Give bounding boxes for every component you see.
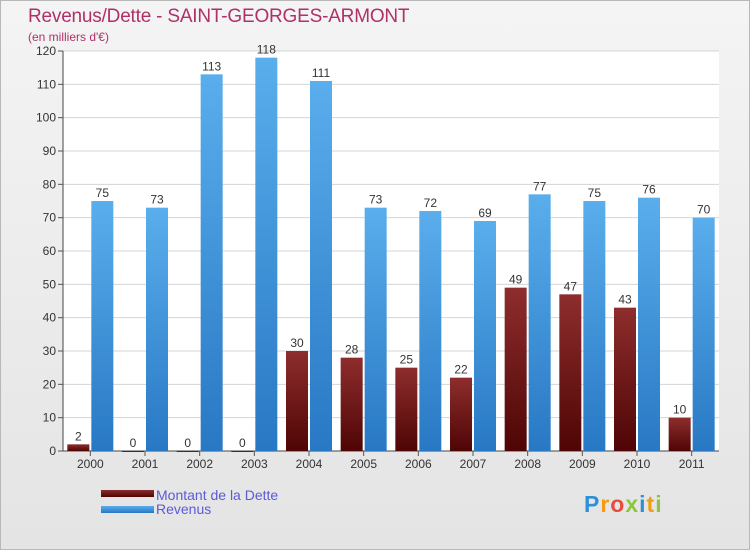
- proxiti-logo: Proxiti: [584, 491, 663, 518]
- legend-swatch-dette: [101, 490, 154, 497]
- x-tick-label-2000: 2000: [77, 457, 104, 471]
- x-tick-label-2006: 2006: [405, 457, 432, 471]
- y-tick-label: 20: [43, 377, 57, 391]
- bar-dette-2000: [67, 444, 90, 451]
- x-tick-label-2007: 2007: [460, 457, 487, 471]
- bar-revenus-2008: [528, 194, 551, 452]
- y-tick-label: 50: [43, 277, 57, 291]
- bar-revenus-2004: [310, 81, 332, 451]
- y-tick-label: 90: [43, 144, 57, 158]
- y-tick-label: 110: [37, 77, 56, 91]
- logo-letter: i: [639, 491, 647, 517]
- data-label-revenus-2002: 113: [202, 59, 221, 73]
- logo-letter: r: [600, 491, 611, 517]
- logo-letter: i: [655, 491, 663, 517]
- data-label-dette-2000: 2: [75, 429, 82, 443]
- data-label-dette-2008: 49: [509, 273, 523, 287]
- x-tick-label-2011: 2011: [679, 457, 705, 471]
- logo-letter: t: [646, 491, 656, 517]
- bar-revenus-2003: [255, 57, 278, 452]
- x-tick-label-2004: 2004: [296, 457, 323, 471]
- bar-dette-2004: [286, 351, 308, 451]
- y-tick-label: 100: [36, 111, 56, 125]
- x-tick-label-2010: 2010: [624, 457, 651, 471]
- bar-dette-2008: [504, 287, 527, 451]
- legend-swatch-revenus: [101, 506, 154, 513]
- bar-revenus-2011: [692, 217, 715, 451]
- legend-label-revenus: Revenus: [156, 501, 212, 517]
- bar-revenus-2009: [583, 201, 606, 451]
- y-tick-label: 70: [43, 211, 57, 225]
- data-label-revenus-2003: 118: [257, 43, 276, 57]
- y-tick-label: 0: [49, 444, 56, 458]
- data-label-dette-2007: 22: [454, 363, 468, 377]
- data-label-dette-2009: 47: [564, 279, 578, 293]
- data-label-revenus-2005: 73: [369, 193, 383, 207]
- data-label-dette-2002: 0: [184, 436, 191, 450]
- data-label-dette-2011: 10: [673, 403, 687, 417]
- logo-letter: o: [610, 491, 626, 517]
- bar-revenus-2010: [638, 197, 660, 451]
- bar-dette-2007: [450, 377, 472, 451]
- y-tick-label: 80: [43, 177, 57, 191]
- bar-revenus-2001: [146, 207, 168, 451]
- bar-dette-2005: [340, 357, 363, 451]
- data-label-dette-2005: 28: [345, 343, 359, 357]
- logo-letter: x: [625, 491, 640, 517]
- data-label-dette-2003: 0: [239, 436, 246, 450]
- y-tick-label: 30: [43, 344, 57, 358]
- bar-dette-2003: [231, 451, 254, 452]
- legend-label-dette: Montant de la Dette: [156, 487, 279, 503]
- data-label-dette-2010: 43: [618, 293, 632, 307]
- data-label-revenus-2011: 70: [697, 203, 711, 217]
- bar-dette-2009: [559, 294, 582, 451]
- x-tick-label-2003: 2003: [241, 457, 268, 471]
- bar-dette-2010: [614, 307, 636, 451]
- bar-dette-2006: [395, 367, 418, 451]
- y-tick-label: 60: [43, 244, 57, 258]
- bar-revenus-2006: [419, 211, 442, 451]
- bar-dette-2002: [176, 451, 199, 452]
- data-label-dette-2006: 25: [400, 353, 414, 367]
- y-tick-label: 120: [36, 44, 56, 58]
- chart-subtitle: (en milliers d'€): [28, 30, 109, 44]
- y-tick-label: 10: [43, 411, 57, 425]
- data-label-revenus-2008: 77: [533, 179, 547, 193]
- bar-dette-2001: [122, 451, 144, 452]
- y-tick-label: 40: [43, 311, 57, 325]
- bar-revenus-2007: [474, 221, 496, 451]
- data-label-revenus-2009: 75: [588, 186, 602, 200]
- bar-revenus-2000: [91, 201, 114, 451]
- data-label-revenus-2000: 75: [96, 186, 110, 200]
- x-tick-label-2008: 2008: [514, 457, 541, 471]
- bar-dette-2011: [668, 417, 691, 451]
- chart-title: Revenus/Dette - SAINT-GEORGES-ARMONT: [28, 6, 410, 27]
- data-label-revenus-2007: 69: [478, 206, 492, 220]
- x-tick-label-2005: 2005: [350, 457, 377, 471]
- bar-revenus-2002: [200, 74, 223, 451]
- data-label-dette-2001: 0: [130, 436, 137, 450]
- data-label-revenus-2010: 76: [642, 183, 656, 197]
- x-tick-label-2001: 2001: [132, 457, 159, 471]
- x-tick-label-2002: 2002: [186, 457, 213, 471]
- data-label-revenus-2004: 111: [312, 66, 331, 80]
- data-label-revenus-2001: 73: [150, 193, 164, 207]
- bar-revenus-2005: [364, 207, 387, 451]
- data-label-dette-2004: 30: [290, 336, 304, 350]
- data-label-revenus-2006: 72: [424, 196, 438, 210]
- logo-letter: P: [584, 491, 601, 517]
- x-tick-label-2009: 2009: [569, 457, 596, 471]
